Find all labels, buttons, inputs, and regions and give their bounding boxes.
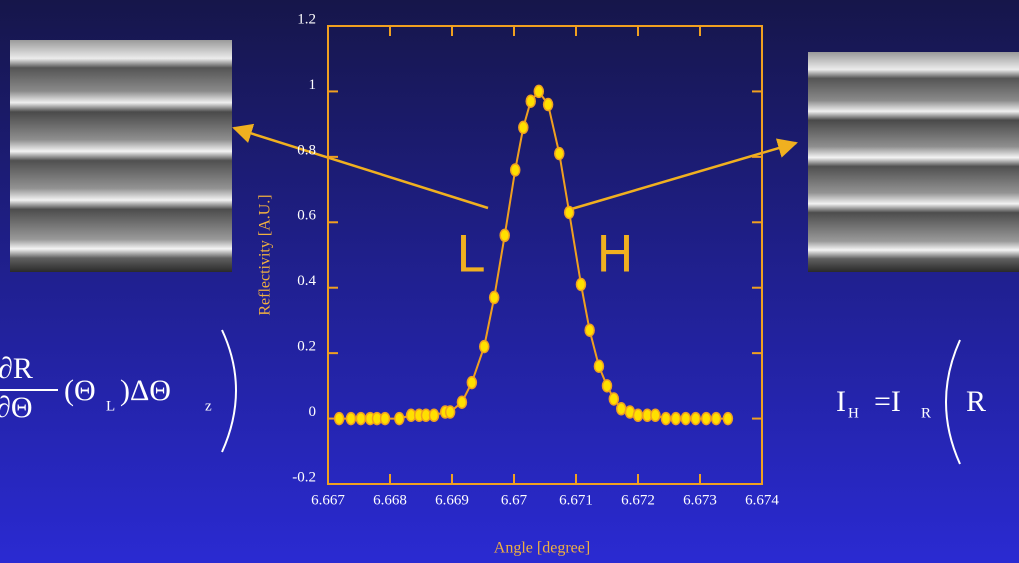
data-point: [499, 228, 510, 243]
data-point: [542, 97, 554, 112]
y-tick-label: -0.2: [292, 469, 316, 485]
data-point: [345, 411, 357, 426]
data-point: [554, 146, 565, 161]
data-point: [632, 408, 644, 423]
plot-frame: [327, 25, 763, 485]
right-formula: I H =I R R: [836, 339, 986, 465]
data-point: [456, 395, 468, 409]
y-tick-label: 1.2: [297, 11, 316, 27]
data-point: [690, 411, 701, 426]
data-point: [563, 205, 575, 220]
data-point: [509, 163, 521, 177]
arrow: [232, 123, 489, 210]
formula-text: I: [836, 385, 846, 418]
data-point: [670, 411, 682, 426]
right-image: [808, 52, 1019, 272]
data-point: [700, 411, 712, 426]
paren: [221, 329, 237, 453]
x-tick-label: 6.674: [745, 492, 779, 508]
data-point: [601, 379, 613, 393]
x-tick-label: 6.667: [311, 492, 345, 508]
formula-text: )ΔΘ: [120, 374, 171, 407]
formula-text: z: [205, 398, 212, 414]
data-point: [379, 411, 391, 426]
annotation: L: [456, 226, 484, 284]
data-point: [518, 120, 529, 135]
data-point: [488, 290, 500, 305]
data-point: [593, 359, 605, 373]
data-point: [650, 408, 661, 423]
data-point: [533, 84, 545, 99]
formula-text: R: [921, 405, 931, 421]
formula-text: L: [106, 398, 115, 414]
y-tick-label: 0.4: [297, 273, 316, 289]
data-point: [333, 411, 345, 426]
data-point: [428, 408, 440, 423]
x-tick-label: 6.668: [373, 492, 407, 508]
data-point: [444, 405, 456, 419]
formula-text: H: [848, 405, 859, 421]
data-point: [616, 402, 627, 416]
y-axis-label: Reflectivity [A.U.]: [257, 194, 274, 315]
data-point: [525, 94, 536, 108]
y-tick-label: 0: [309, 404, 317, 420]
annotation: H: [596, 226, 634, 284]
formula-text: ∂Θ: [0, 391, 33, 424]
data-point: [680, 411, 691, 426]
x-tick-label: 6.672: [621, 492, 655, 508]
left-formula: ∂R ∂Θ (Θ L )ΔΘ z: [0, 329, 237, 453]
x-tick-label: 6.67: [501, 492, 528, 508]
arrow: [567, 138, 798, 212]
formula-text: ∂R: [0, 352, 33, 385]
paren: [945, 339, 961, 465]
data-point: [710, 411, 722, 426]
x-tick-label: 6.669: [435, 492, 469, 508]
formula-text: =I: [874, 385, 901, 418]
data-point: [660, 411, 672, 426]
x-tick-label: 6.673: [683, 492, 717, 508]
left-image: [10, 40, 232, 272]
formula-text: R: [966, 385, 986, 418]
x-tick-label: 6.671: [559, 492, 593, 508]
data-point: [355, 411, 367, 426]
y-tick-label: 0.2: [297, 339, 316, 355]
data-point: [608, 392, 620, 406]
formula-text: (Θ: [64, 374, 96, 407]
data-point: [722, 411, 734, 426]
y-tick-label: 0.6: [297, 208, 316, 224]
data-point: [394, 411, 405, 426]
x-axis-label: Angle [degree]: [494, 540, 590, 557]
data-point: [575, 277, 587, 292]
data-point: [478, 339, 490, 354]
y-tick-label: 1: [309, 77, 317, 93]
y-tick-label: 0.8: [297, 142, 316, 158]
data-point: [466, 375, 478, 390]
data-point: [584, 323, 595, 337]
